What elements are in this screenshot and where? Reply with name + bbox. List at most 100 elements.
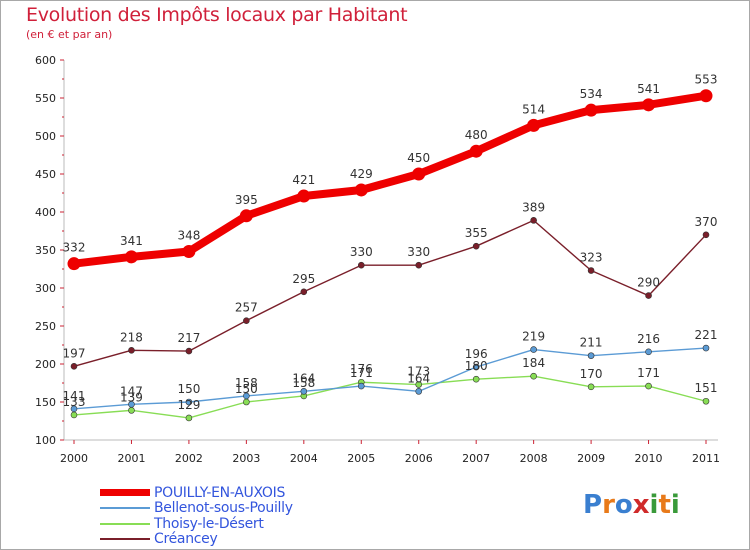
data-label: 450 bbox=[407, 151, 430, 165]
chart-subtitle: (en € et par an) bbox=[26, 28, 113, 41]
y-tick-label: 200 bbox=[35, 358, 56, 371]
data-label: 133 bbox=[63, 395, 86, 409]
data-label: 150 bbox=[235, 382, 258, 396]
series-line bbox=[73, 347, 707, 410]
data-label: 216 bbox=[637, 332, 660, 346]
data-label: 323 bbox=[580, 251, 603, 265]
data-label: 421 bbox=[292, 173, 315, 187]
series-line bbox=[70, 91, 710, 268]
data-label: 197 bbox=[63, 346, 86, 360]
data-point bbox=[530, 217, 537, 224]
data-label: 139 bbox=[120, 390, 143, 404]
logo-letter: t bbox=[658, 490, 671, 520]
data-point bbox=[530, 346, 537, 353]
data-point bbox=[645, 292, 652, 299]
y-tick-label: 500 bbox=[35, 130, 56, 143]
data-point bbox=[67, 257, 81, 271]
data-point bbox=[128, 347, 135, 354]
data-label: 173 bbox=[407, 365, 430, 379]
series-line bbox=[73, 375, 707, 419]
data-point bbox=[702, 397, 710, 405]
data-label: 429 bbox=[350, 167, 373, 181]
x-tick-label: 2008 bbox=[520, 452, 548, 465]
legend-label: Créancey bbox=[154, 531, 218, 548]
data-point bbox=[185, 398, 193, 406]
x-tick-label: 2006 bbox=[405, 452, 433, 465]
y-tick-label: 100 bbox=[35, 434, 56, 447]
legend-label: POUILLY-EN-AUXOIS bbox=[154, 484, 286, 501]
data-label: 219 bbox=[522, 330, 545, 344]
y-tick-label: 550 bbox=[35, 92, 56, 105]
data-label: 330 bbox=[350, 245, 373, 259]
data-point bbox=[70, 362, 78, 370]
data-label: 257 bbox=[235, 301, 258, 315]
data-point bbox=[70, 411, 78, 419]
logo-letter: o bbox=[614, 490, 633, 520]
data-label: 389 bbox=[522, 200, 545, 214]
y-tick-label: 350 bbox=[35, 244, 56, 257]
y-tick-label: 400 bbox=[35, 206, 56, 219]
data-label: 218 bbox=[120, 330, 143, 344]
x-tick-label: 2010 bbox=[635, 452, 663, 465]
data-point bbox=[243, 317, 250, 324]
data-label: 534 bbox=[580, 87, 603, 101]
legend: POUILLY-EN-AUXOIS Bellenot-sous-Pouilly … bbox=[100, 485, 293, 547]
data-label: 171 bbox=[637, 366, 660, 380]
data-point bbox=[584, 103, 598, 117]
data-label: 151 bbox=[695, 381, 718, 395]
data-label: 355 bbox=[465, 226, 488, 240]
data-point bbox=[415, 388, 423, 395]
data-label: 332 bbox=[63, 241, 86, 255]
legend-label: Thoisy-le-Désert bbox=[154, 515, 264, 532]
data-point bbox=[702, 344, 710, 352]
data-label: 170 bbox=[580, 367, 603, 381]
x-tick-label: 2007 bbox=[462, 452, 490, 465]
x-tick-label: 2011 bbox=[692, 452, 720, 465]
data-point bbox=[243, 392, 250, 400]
data-label: 370 bbox=[695, 215, 718, 229]
data-point bbox=[587, 352, 595, 359]
data-label: 129 bbox=[177, 398, 200, 412]
data-label: 514 bbox=[522, 102, 545, 116]
data-label: 395 bbox=[235, 193, 258, 207]
data-label: 217 bbox=[177, 331, 200, 345]
logo-letter: P bbox=[583, 490, 603, 520]
data-point bbox=[300, 388, 308, 395]
data-point bbox=[645, 348, 652, 356]
logo-letter: i bbox=[649, 490, 659, 520]
x-tick-label: 2002 bbox=[175, 452, 203, 465]
data-label: 290 bbox=[637, 276, 660, 290]
data-point bbox=[182, 245, 196, 259]
data-point bbox=[469, 144, 483, 158]
logo-letter: x bbox=[632, 490, 650, 520]
legend-swatch bbox=[100, 489, 150, 497]
data-label: 171 bbox=[350, 366, 373, 380]
logo-letter: r bbox=[602, 490, 615, 520]
data-point bbox=[530, 372, 537, 380]
data-point bbox=[412, 167, 426, 181]
data-point bbox=[128, 400, 135, 408]
data-label: 176 bbox=[350, 362, 373, 376]
data-point bbox=[70, 405, 78, 413]
x-tick-label: 2000 bbox=[60, 452, 88, 465]
data-point bbox=[587, 383, 595, 391]
data-point bbox=[527, 118, 541, 132]
data-point bbox=[124, 250, 138, 264]
data-point bbox=[185, 347, 193, 355]
data-label: 196 bbox=[465, 347, 488, 361]
y-tick-label: 450 bbox=[35, 168, 56, 181]
data-label: 541 bbox=[637, 82, 660, 96]
data-label: 184 bbox=[522, 356, 545, 370]
proxiti-logo: Proxiti bbox=[583, 490, 680, 520]
legend-item: Créancey bbox=[100, 531, 293, 548]
data-point bbox=[239, 209, 253, 223]
data-label: 221 bbox=[695, 328, 718, 342]
data-point bbox=[357, 261, 365, 269]
x-tick-label: 2004 bbox=[290, 452, 318, 465]
data-point bbox=[587, 267, 595, 274]
legend-item: Thoisy-le-Désert bbox=[100, 516, 293, 532]
data-point bbox=[243, 398, 250, 406]
legend-item: Bellenot-sous-Pouilly bbox=[100, 500, 293, 516]
